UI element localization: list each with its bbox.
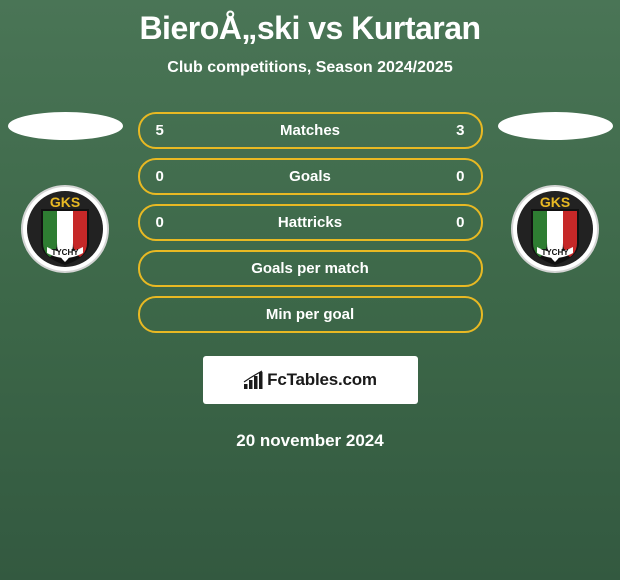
content-row: GKS TYCHY 5 Matches 3 0 Goals 0 <box>0 112 620 451</box>
comparison-card: BieroÅ„ski vs Kurtaran Club competitions… <box>0 0 620 580</box>
stat-label: Goals per match <box>156 260 465 277</box>
page-title: BieroÅ„ski vs Kurtaran <box>0 0 620 47</box>
site-name: FcTables.com <box>267 370 377 390</box>
svg-text:TYCHY: TYCHY <box>51 248 79 257</box>
site-logo-box[interactable]: FcTables.com <box>203 356 418 404</box>
stat-row-matches: 5 Matches 3 <box>138 112 483 149</box>
stat-label: Min per goal <box>156 306 465 323</box>
stat-label: Matches <box>176 122 445 139</box>
stat-row-goals-per-match: Goals per match <box>138 250 483 287</box>
stat-left-value: 0 <box>156 168 176 185</box>
svg-text:GKS: GKS <box>540 194 570 210</box>
stat-right-value: 0 <box>445 214 465 231</box>
gks-tychy-badge-icon: GKS TYCHY <box>505 185 605 273</box>
right-column: GKS TYCHY <box>498 112 613 273</box>
site-logo: FcTables.com <box>243 370 377 390</box>
club-badge-right: GKS TYCHY <box>505 185 605 273</box>
left-column: GKS TYCHY <box>8 112 123 273</box>
stat-right-value: 3 <box>445 122 465 139</box>
player-placeholder-right <box>498 112 613 140</box>
stat-left-value: 5 <box>156 122 176 139</box>
date-text: 20 november 2024 <box>138 431 483 451</box>
stat-row-hattricks: 0 Hattricks 0 <box>138 204 483 241</box>
bar-chart-icon <box>243 370 263 390</box>
stats-column: 5 Matches 3 0 Goals 0 0 Hattricks 0 Goal… <box>138 112 483 451</box>
stat-row-min-per-goal: Min per goal <box>138 296 483 333</box>
club-badge-left: GKS TYCHY <box>15 185 115 273</box>
stat-row-goals: 0 Goals 0 <box>138 158 483 195</box>
stat-left-value: 0 <box>156 214 176 231</box>
player-placeholder-left <box>8 112 123 140</box>
gks-tychy-badge-icon: GKS TYCHY <box>15 185 115 273</box>
stat-label: Hattricks <box>176 214 445 231</box>
stat-label: Goals <box>176 168 445 185</box>
svg-text:TYCHY: TYCHY <box>541 248 569 257</box>
page-subtitle: Club competitions, Season 2024/2025 <box>0 59 620 77</box>
stat-right-value: 0 <box>445 168 465 185</box>
svg-text:GKS: GKS <box>50 194 80 210</box>
